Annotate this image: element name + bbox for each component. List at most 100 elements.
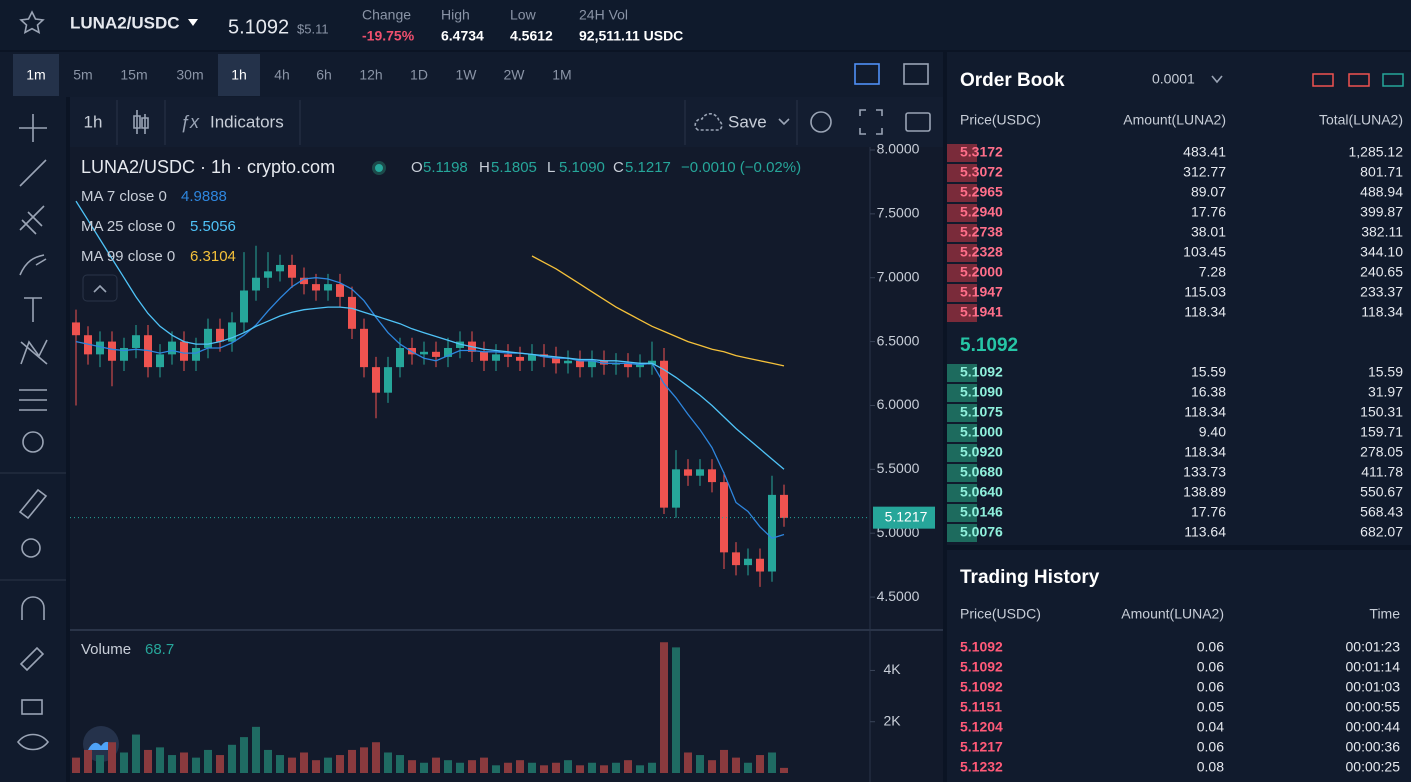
ohlc-label: L <box>547 159 555 176</box>
precision-dropdown[interactable] <box>1211 75 1223 84</box>
timeframe-button[interactable]: 30m <box>176 67 203 83</box>
candle-view-button[interactable] <box>854 63 880 85</box>
timeframe-button[interactable]: 5m <box>73 67 92 83</box>
save-dropdown[interactable] <box>778 118 790 126</box>
candle-body <box>660 360 668 508</box>
settings-button[interactable] <box>810 111 832 133</box>
depth-patch <box>947 364 977 382</box>
depth-patch <box>947 204 977 222</box>
visibility-tool[interactable] <box>16 733 50 751</box>
top-bar <box>0 0 1411 50</box>
timeframe-button[interactable]: 6h <box>316 67 332 83</box>
precision-select[interactable]: 0.0001 <box>1152 71 1195 87</box>
fx-icon[interactable]: ƒx <box>180 112 200 132</box>
candle-body <box>480 351 488 361</box>
price-usd: $5.11 <box>297 21 329 36</box>
candle-body <box>360 328 368 368</box>
volume-bar <box>720 749 728 773</box>
volume-bar <box>192 757 200 773</box>
line-tool[interactable] <box>19 159 47 187</box>
indicators-button[interactable]: Indicators <box>210 112 284 131</box>
trade-cell: 0.04 <box>1197 719 1224 735</box>
crosshair-tool[interactable] <box>19 114 47 142</box>
order-cell: 17.76 <box>1191 204 1226 220</box>
candle-body <box>120 347 128 361</box>
order-cell: 5.2965 <box>960 184 1003 200</box>
volume-bar <box>648 762 656 773</box>
collapse-legend[interactable] <box>82 274 118 302</box>
volume-bar <box>72 757 80 773</box>
ohlc-label: H <box>479 159 490 176</box>
y-tick-label: 2K <box>883 712 901 728</box>
volume-bar <box>240 737 248 773</box>
ma-line <box>75 200 785 470</box>
candle-body <box>768 494 776 572</box>
snapshot-button[interactable] <box>905 112 931 132</box>
order-cell: 5.0640 <box>960 484 1003 500</box>
lock-draw-tool[interactable] <box>19 646 45 672</box>
zoom-tool[interactable] <box>21 538 41 558</box>
view-both[interactable] <box>1312 73 1334 87</box>
volume-bar <box>168 755 176 773</box>
candle-body <box>132 335 140 348</box>
order-cell: 150.31 <box>1360 404 1403 420</box>
volume-bar <box>120 752 128 773</box>
y-tick-label: 6.0000 <box>877 396 920 412</box>
chart-type-button[interactable] <box>133 110 149 134</box>
volume-bar <box>288 757 296 773</box>
timeframe-button[interactable]: 2W <box>504 67 526 83</box>
fib-tool[interactable] <box>19 205 45 235</box>
depth-view-button[interactable] <box>903 63 929 85</box>
favorite-icon[interactable] <box>19 10 45 35</box>
view-asks[interactable] <box>1348 73 1370 87</box>
y-tick-label: 7.0000 <box>877 268 920 284</box>
order-cell: 15.59 <box>1191 364 1226 380</box>
fullscreen-button[interactable] <box>859 109 883 135</box>
tools <box>0 114 66 751</box>
volume-bar <box>408 760 416 773</box>
order-cell: 113.64 <box>1184 524 1226 540</box>
order-book-views[interactable] <box>1312 73 1404 87</box>
mid-price: 5.1092 <box>960 335 1018 356</box>
timeframe-button[interactable]: 1h <box>231 67 247 83</box>
text-tool[interactable] <box>24 297 42 322</box>
candle-body <box>144 335 152 368</box>
order-cell: 312.77 <box>1183 164 1226 180</box>
pair-dropdown[interactable] <box>188 19 198 26</box>
trade-cell: 00:00:25 <box>1346 759 1401 775</box>
volume-bar <box>732 757 740 773</box>
ma-legend-value: 4.9888 <box>181 188 227 205</box>
trade-cell: 5.1204 <box>960 719 1003 735</box>
measure-tool[interactable] <box>19 389 47 411</box>
interval-button[interactable]: 1h <box>84 112 103 131</box>
brush-tool[interactable] <box>19 254 47 276</box>
timeframe-button[interactable]: 1D <box>410 67 428 83</box>
lock-tool[interactable] <box>21 699 43 715</box>
view-bids[interactable] <box>1382 73 1404 87</box>
timeframe-button[interactable]: 15m <box>120 67 147 83</box>
ruler-tool[interactable] <box>18 488 48 520</box>
timeframe-button[interactable]: 4h <box>274 67 290 83</box>
order-cell: 103.45 <box>1183 244 1226 260</box>
pattern-tool[interactable] <box>20 339 48 365</box>
order-cell: 568.43 <box>1360 504 1403 520</box>
save-button[interactable]: Save <box>728 112 767 131</box>
y-tick-label: 7.5000 <box>877 205 920 221</box>
timeframe-button[interactable]: 12h <box>359 67 382 83</box>
magnet-tool[interactable] <box>21 596 45 620</box>
candle-body <box>636 364 644 368</box>
timeframe-button[interactable]: 1m <box>26 67 45 83</box>
ma-line <box>531 255 785 367</box>
volume-bar <box>216 755 224 773</box>
trade-cell: 00:01:03 <box>1346 679 1401 695</box>
order-book-panel <box>947 52 1411 545</box>
cloud-icon[interactable] <box>694 113 723 131</box>
emoji-tool[interactable] <box>22 431 44 453</box>
panel-title: Trading History <box>960 567 1100 588</box>
timeframe-button[interactable]: 1M <box>552 67 571 83</box>
trade-cell: 00:01:23 <box>1346 639 1401 655</box>
timeframe-button[interactable]: 1W <box>456 67 478 83</box>
order-cell: 550.67 <box>1360 484 1403 500</box>
timeframe-bar <box>0 52 943 97</box>
